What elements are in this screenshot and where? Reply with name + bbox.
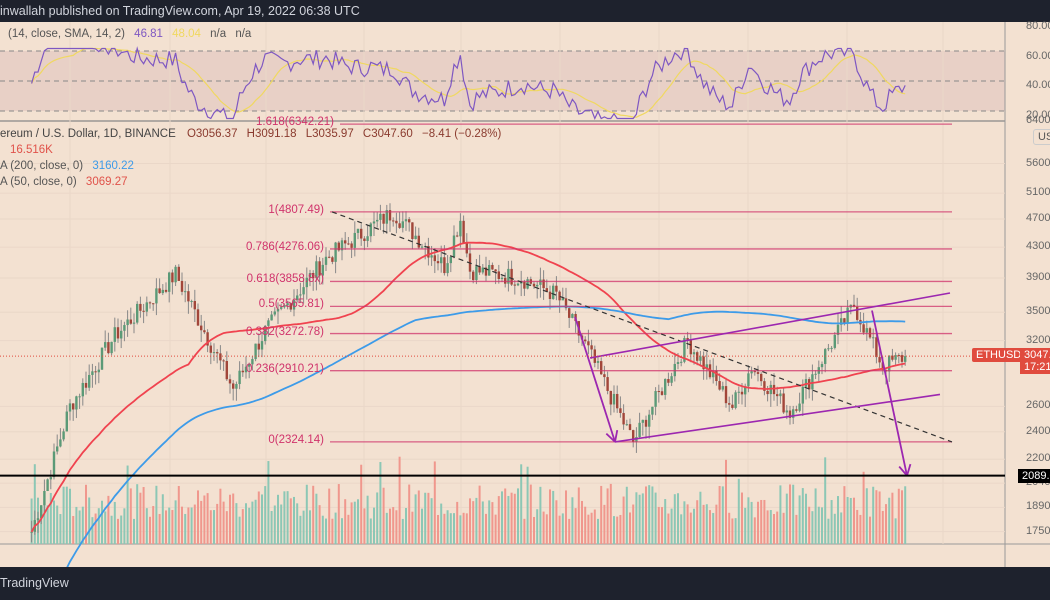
ma50-value: 3069.27 bbox=[85, 176, 128, 188]
ma50-legend: A (50, close, 0) 3069.27 bbox=[0, 176, 128, 188]
fib-level-label: 0(2324.14) bbox=[268, 433, 324, 446]
rsi-tick: 80.00 bbox=[1026, 20, 1050, 32]
rsi-tick: 20.00 bbox=[1026, 108, 1050, 121]
fib-level-label: 1.618(6342.21) bbox=[255, 116, 334, 129]
main-legend: ereum / U.S. Dollar, 1D, BINANCE O3056.3… bbox=[0, 128, 501, 140]
fib-level-label: 1(4807.49) bbox=[268, 203, 324, 216]
ma200-label: A (200, close, 0) bbox=[0, 160, 84, 172]
rsi-na-2: n/a bbox=[235, 28, 252, 40]
rsi-band bbox=[0, 51, 1005, 111]
bar-countdown: 17:21 bbox=[1024, 361, 1050, 373]
current-price-tag: 3047.60 17:21 bbox=[1020, 348, 1050, 374]
published-text: inwallah published on TradingView.com, A… bbox=[0, 4, 360, 18]
ohlc-high: H3091.18 bbox=[246, 128, 297, 140]
chart-area[interactable]: (14, close, SMA, 14, 2) 46.81 48.04 n/a … bbox=[0, 20, 1050, 588]
price-tick: 3900.00 bbox=[1026, 271, 1050, 284]
footer-bar: TradingView bbox=[0, 567, 1050, 600]
price-tick: 3500.00 bbox=[1026, 305, 1050, 318]
volume-legend: 16.516K bbox=[10, 144, 53, 156]
current-price: 3047.60 bbox=[1024, 349, 1050, 361]
fib-level-label: 0.618(3858.8x) bbox=[246, 273, 324, 286]
ohlc-close: C3047.60 bbox=[362, 128, 413, 140]
symbol-price-tag: ETHUSD bbox=[972, 348, 1026, 362]
fib-level-label: 0.786(4276.06) bbox=[245, 240, 324, 253]
rsi-legend: (14, close, SMA, 14, 2) 46.81 48.04 n/a … bbox=[8, 28, 251, 40]
price-tick: 5600.00 bbox=[1026, 156, 1050, 169]
rsi-params: (14, close, SMA, 14, 2) bbox=[8, 28, 125, 40]
ma50-label: A (50, close, 0) bbox=[0, 176, 77, 188]
price-tick: 4700.00 bbox=[1026, 212, 1050, 224]
ma200-value: 3160.22 bbox=[92, 160, 134, 172]
support-price-tag: 2089.00 bbox=[1018, 469, 1050, 483]
price-tick: 5100.00 bbox=[1026, 186, 1050, 199]
price-tick: 2600.00 bbox=[1026, 399, 1050, 412]
ma200-legend: A (200, close, 0) 3160.22 bbox=[0, 160, 134, 172]
volume-value: 16.516K bbox=[10, 144, 53, 156]
rsi-na-1: n/a bbox=[210, 28, 227, 40]
fib-level-label: 0.5(3565.81) bbox=[258, 298, 324, 311]
currency-badge[interactable]: USD bbox=[1033, 129, 1050, 145]
price-tick: 1890.00 bbox=[1026, 500, 1050, 513]
descending-trendline bbox=[331, 211, 953, 443]
tradingview-brand[interactable]: TradingView bbox=[0, 576, 69, 590]
price-tick: 2200.00 bbox=[1026, 452, 1050, 465]
ohlc-change: −8.41 (−0.28%) bbox=[422, 128, 502, 140]
price-tick: 6400.00 bbox=[1026, 114, 1050, 127]
chart-canvas[interactable] bbox=[0, 22, 1050, 567]
symbol-title: ereum / U.S. Dollar, 1D, BINANCE bbox=[0, 128, 176, 140]
price-tick: 2400.00 bbox=[1026, 424, 1050, 437]
ohlc-open: O3056.37 bbox=[186, 128, 238, 140]
rsi-value: 46.81 bbox=[134, 28, 163, 40]
header-bar: inwallah published on TradingView.com, A… bbox=[0, 0, 1050, 22]
ohlc-low: L3035.97 bbox=[305, 128, 354, 140]
rsi-sma-value: 48.04 bbox=[172, 28, 201, 40]
price-tick: 4300.00 bbox=[1026, 240, 1050, 253]
price-tick: 3200.00 bbox=[1026, 333, 1050, 346]
fib-level-label: 0.382(3272.78) bbox=[245, 325, 324, 338]
rsi-tick: 40.00 bbox=[1026, 79, 1050, 91]
rsi-tick: 60.00 bbox=[1026, 49, 1050, 62]
price-tick: 1750.00 bbox=[1026, 524, 1050, 537]
fib-level-label: 0.236(2910.21) bbox=[245, 362, 324, 375]
